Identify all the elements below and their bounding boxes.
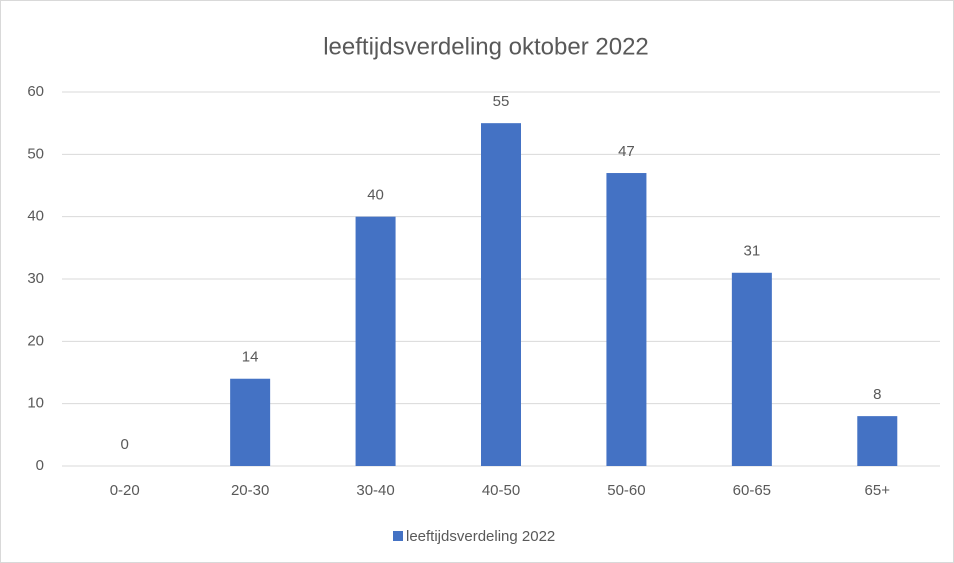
- x-tick-label: 40-50: [482, 482, 520, 499]
- data-label: 8: [873, 386, 881, 403]
- bar: [481, 123, 521, 467]
- data-label: 0: [121, 436, 129, 453]
- y-tick-label: 30: [27, 270, 44, 287]
- bar: [857, 416, 898, 466]
- bar: [731, 272, 772, 466]
- chart-title: leeftijdsverdeling oktober 2022: [323, 33, 649, 60]
- bar: [230, 378, 271, 466]
- bar: [355, 216, 396, 466]
- legend-swatch: [393, 531, 403, 541]
- x-tick-label: 50-60: [607, 482, 645, 499]
- x-tick-label: 20-30: [231, 482, 269, 499]
- data-label: 40: [367, 187, 384, 204]
- y-tick-label: 50: [27, 145, 44, 162]
- x-tick-label: 65+: [865, 482, 891, 499]
- data-label: 47: [618, 143, 635, 160]
- data-label: 31: [744, 243, 761, 260]
- x-tick-label: 30-40: [356, 482, 394, 499]
- x-tick-label: 0-20: [110, 482, 140, 499]
- y-tick-label: 20: [27, 332, 44, 349]
- bar: [606, 173, 647, 467]
- y-tick-label: 40: [27, 208, 44, 225]
- legend-label: leeftijdsverdeling 2022: [406, 528, 555, 545]
- y-tick-label: 0: [36, 457, 44, 474]
- x-tick-label: 60-65: [733, 482, 771, 499]
- data-label: 55: [493, 93, 510, 110]
- y-tick-label: 10: [27, 395, 44, 412]
- y-tick-label: 60: [27, 83, 44, 100]
- data-label: 14: [242, 349, 259, 366]
